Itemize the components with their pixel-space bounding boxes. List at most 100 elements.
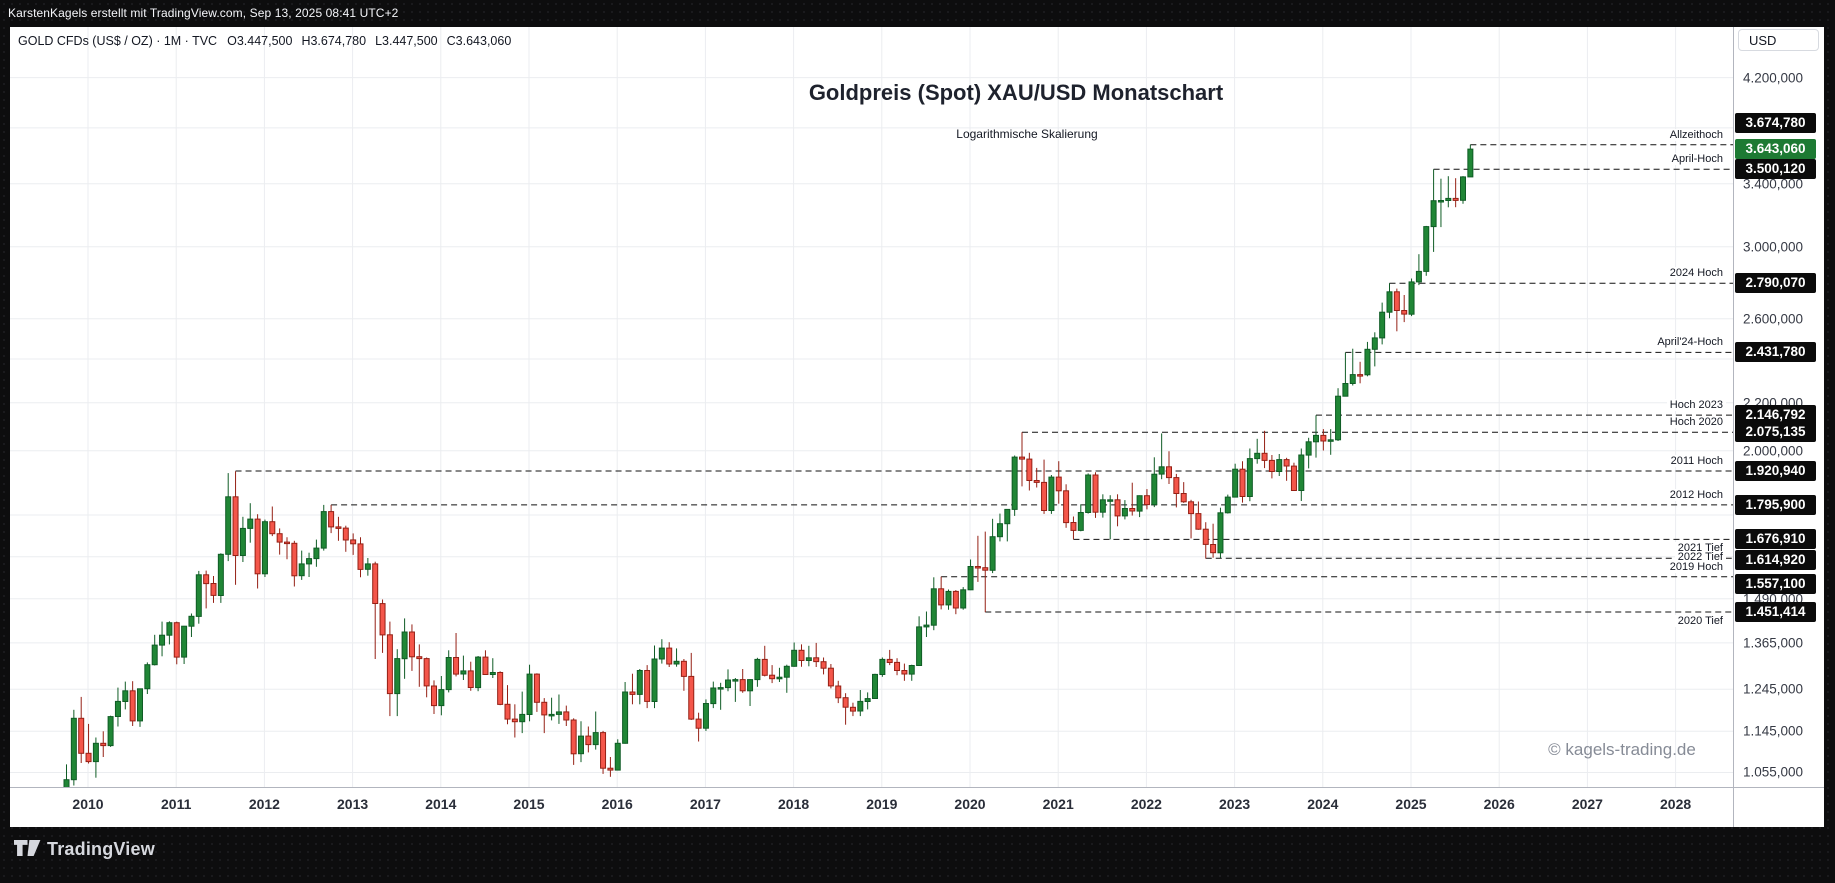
time-axis[interactable]: 2010 2011 2012 2013 2014 2015 2016 2017 2018 2019… <box>10 788 1733 827</box>
candle-body <box>761 658 768 676</box>
candle-body <box>813 657 820 663</box>
candle-body <box>1467 148 1474 178</box>
candle-body <box>519 713 526 723</box>
candle-body <box>1188 501 1195 515</box>
candle-body <box>533 673 540 703</box>
time-axis-separator[interactable] <box>10 787 1824 788</box>
candle-body <box>732 679 739 682</box>
candle-body <box>511 718 518 723</box>
candle-body <box>173 622 180 658</box>
candle-body <box>1290 465 1297 492</box>
candle-body <box>1437 200 1444 203</box>
candle-body <box>1371 337 1378 350</box>
candle-body <box>350 539 357 545</box>
candle-body <box>1386 291 1393 313</box>
candle-body <box>445 657 452 691</box>
candle-body <box>629 691 636 695</box>
candle-body <box>1342 383 1349 397</box>
candle-body <box>1166 466 1172 479</box>
candle-body <box>159 634 166 646</box>
tradingview-logo-icon[interactable] <box>14 840 41 856</box>
candle-body <box>541 701 548 716</box>
candle-body <box>254 518 261 575</box>
candle-body <box>497 672 504 705</box>
candle-body <box>335 526 342 529</box>
level-price-badge: 1.614,920 <box>1735 550 1816 571</box>
level-price-badge: 2.146,792 <box>1735 405 1816 426</box>
level-label: 2020 Tief <box>1674 615 1726 627</box>
candle-body <box>570 719 577 755</box>
candle-body <box>849 706 856 712</box>
candle-body <box>842 697 849 708</box>
candle-body <box>702 703 709 729</box>
candle-body <box>982 567 989 571</box>
candle-body <box>1107 499 1114 502</box>
price-axis[interactable]: USD 4.200,000 3.400,000 3.000,000 2.600,000… <box>1734 27 1824 827</box>
candle-body <box>578 735 584 755</box>
candle-body <box>1070 522 1077 531</box>
candle-body <box>1151 473 1158 506</box>
year-label: 2021 <box>1042 796 1074 812</box>
candle-body <box>1210 544 1217 554</box>
candle-body <box>92 742 99 763</box>
year-label: 2015 <box>513 796 545 812</box>
price-tick: 3.000,000 <box>1743 239 1804 255</box>
candle-body <box>886 658 893 664</box>
candle-body <box>1129 508 1136 512</box>
candle-body <box>1313 434 1319 443</box>
candle-body <box>232 496 239 556</box>
level-price-badge: 2.431,780 <box>1735 342 1816 363</box>
footer-bar: TradingView <box>0 827 1835 883</box>
candle-body <box>1202 528 1209 545</box>
candle-body <box>239 527 246 556</box>
candle-body <box>1254 452 1261 460</box>
price-chart-canvas[interactable] <box>10 27 1733 787</box>
candle-body <box>438 689 445 707</box>
level-price-badge: 1.676,910 <box>1735 529 1816 550</box>
candle-body <box>1011 456 1018 510</box>
attribution-bar: KarstenKagels erstellt mit TradingView.c… <box>0 0 1835 27</box>
candle-body <box>1423 226 1430 272</box>
price-tick: 1.145,000 <box>1743 723 1804 739</box>
level-label: 2024 Hoch <box>1666 267 1726 280</box>
candle-body <box>1195 513 1202 530</box>
candle-body <box>1158 466 1165 475</box>
symbol-legend[interactable]: GOLD CFDs (US$ / OZ) · 1M · TVC O3.447,50… <box>18 34 520 48</box>
candle-body <box>63 779 70 787</box>
candle-body <box>144 664 151 690</box>
candle-body <box>122 690 129 702</box>
level-price-badge: 2.790,070 <box>1735 273 1816 294</box>
year-label: 2026 <box>1483 796 1515 812</box>
candle-body <box>680 660 687 677</box>
candle-body <box>342 527 349 541</box>
candle-body <box>1232 468 1239 498</box>
candle-body <box>1393 291 1400 311</box>
year-label: 2024 <box>1307 796 1339 812</box>
currency-button[interactable]: USD <box>1738 29 1819 51</box>
year-label: 2027 <box>1571 796 1603 812</box>
candle-body <box>1298 454 1305 491</box>
candle-body <box>783 665 790 678</box>
price-tick: 1.365,000 <box>1743 635 1804 651</box>
price-axis-separator[interactable] <box>1733 27 1734 827</box>
candle-body <box>1041 481 1048 511</box>
watermark: © kagels-trading.de <box>1548 740 1696 759</box>
candle-body <box>901 670 908 675</box>
candle-body <box>107 716 114 747</box>
candle-body <box>291 542 298 577</box>
candle-body <box>195 574 202 617</box>
symbol-title[interactable]: GOLD CFDs (US$ / OZ) · 1M · TVC <box>18 34 218 48</box>
candle-body <box>1019 456 1025 460</box>
candle-body <box>386 634 393 695</box>
year-label: 2018 <box>778 796 810 812</box>
level-label: 2022 Tief <box>1674 551 1726 564</box>
chart-subtitle: Logarithmische Skalierung <box>956 127 1098 141</box>
candle-body <box>408 631 415 658</box>
candle-body <box>269 521 276 535</box>
candle-body <box>1114 499 1121 517</box>
price-tick: 1.055,000 <box>1743 764 1804 780</box>
candle-body <box>827 667 834 687</box>
candle-body <box>1379 311 1386 339</box>
price-tick: 2.600,000 <box>1743 311 1804 327</box>
tradingview-brand[interactable]: TradingView <box>47 839 155 859</box>
